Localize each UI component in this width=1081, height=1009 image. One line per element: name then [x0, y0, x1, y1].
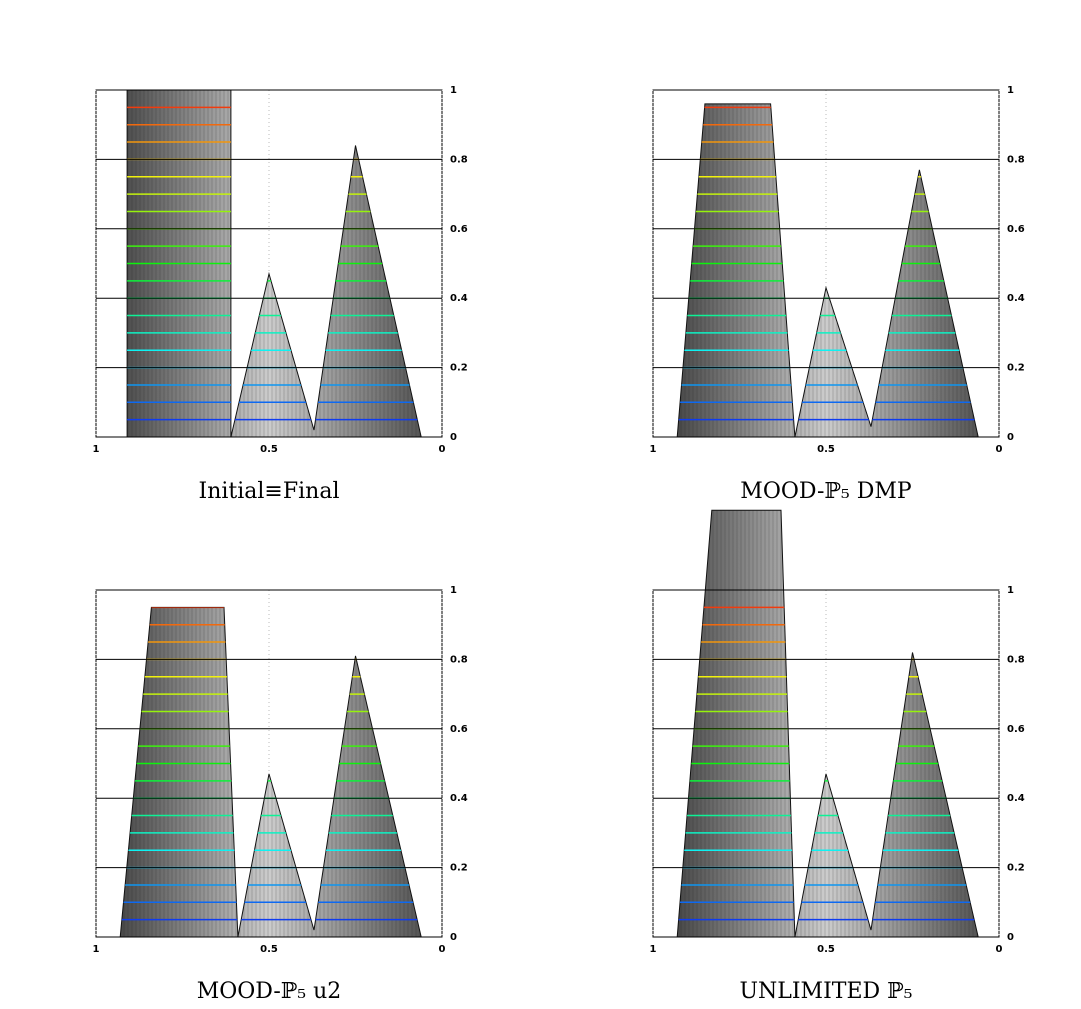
y-tick-label: 0.8 — [450, 154, 468, 165]
y-tick-label: 0.4 — [1007, 793, 1025, 804]
y-tick-label: 0.2 — [1007, 363, 1025, 374]
y-tick-label: 0 — [1007, 432, 1014, 443]
x-tick-label: 0 — [996, 444, 1003, 455]
x-tick-label: 0.5 — [260, 444, 278, 455]
panel: 1 0.5 00 0.2 0.4 0.6 0.8 1 Initial≡Final — [93, 85, 468, 504]
y-tick-label: 0.2 — [450, 363, 468, 374]
x-tick-label: 0 — [996, 944, 1003, 955]
y-tick-label: 1 — [450, 85, 457, 96]
y-tick-label: 1 — [1007, 585, 1014, 596]
y-tick-label: 0.8 — [1007, 154, 1025, 165]
x-tick-label: 0.5 — [260, 944, 278, 955]
y-tick-label: 0.4 — [450, 293, 468, 304]
y-tick-label: 0.6 — [1007, 724, 1025, 735]
y-tick-label: 0 — [1007, 932, 1014, 943]
y-tick-label: 0 — [450, 432, 457, 443]
x-tick-label: 0 — [439, 944, 446, 955]
caption: MOOD-ℙ₅ u2 — [197, 979, 342, 1004]
y-tick-label: 0.8 — [450, 654, 468, 665]
y-tick-label: 0.6 — [450, 724, 468, 735]
y-tick-label: 0.2 — [1007, 863, 1025, 874]
y-tick-label: 1 — [450, 585, 457, 596]
x-tick-label: 0.5 — [817, 444, 835, 455]
x-tick-label: 1 — [650, 444, 657, 455]
y-tick-label: 0.6 — [450, 224, 468, 235]
x-tick-label: 1 — [93, 944, 100, 955]
y-tick-label: 1 — [1007, 85, 1014, 96]
caption: MOOD-ℙ₅ DMP — [740, 479, 912, 504]
y-tick-label: 0.4 — [450, 793, 468, 804]
y-tick-label: 0.2 — [450, 863, 468, 874]
y-tick-label: 0.4 — [1007, 293, 1025, 304]
caption: UNLIMITED ℙ₅ — [739, 979, 912, 1004]
panel: 1 0.5 00 0.2 0.4 0.6 0.8 1 MOOD-ℙ₅ DMP — [650, 85, 1025, 504]
caption: Initial≡Final — [199, 479, 340, 504]
y-tick-label: 0.8 — [1007, 654, 1025, 665]
x-tick-label: 0.5 — [817, 944, 835, 955]
y-tick-label: 0 — [450, 932, 457, 943]
y-tick-label: 0.6 — [1007, 224, 1025, 235]
x-tick-label: 1 — [650, 944, 657, 955]
x-tick-label: 1 — [93, 444, 100, 455]
x-tick-label: 0 — [439, 444, 446, 455]
